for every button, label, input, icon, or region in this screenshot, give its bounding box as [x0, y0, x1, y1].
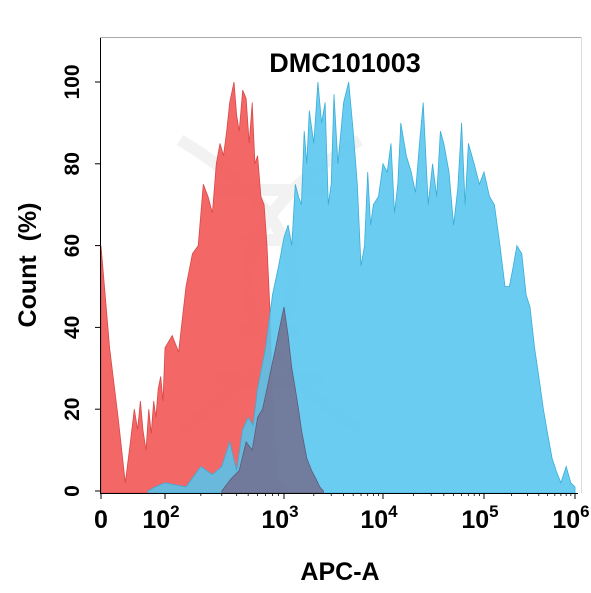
- x-tick-label: 106: [552, 502, 589, 534]
- y-tick-label: 60: [61, 234, 84, 257]
- histogram-overlap-region: [221, 306, 324, 494]
- x-tick-label: 102: [142, 502, 179, 534]
- y-tick-label: 20: [61, 398, 84, 421]
- chart-title: DMC101003: [269, 48, 421, 78]
- y-tick-label: 80: [61, 152, 84, 175]
- x-tick-label: 105: [461, 502, 498, 534]
- y-axis-label: Count (%): [14, 203, 42, 328]
- histogram-series-layer: [100, 81, 576, 494]
- x-tick-label: 0: [94, 506, 108, 534]
- y-tick-label: 0: [61, 485, 84, 497]
- y-axis-ticks: 0 20 40 60 80 100: [61, 64, 101, 497]
- x-tick-label: 104: [360, 502, 398, 534]
- histogram-stained-sample: [147, 81, 576, 494]
- y-tick-label: 100: [61, 64, 84, 99]
- x-tick-label: 103: [261, 502, 298, 534]
- plot-frame: [100, 37, 582, 494]
- y-tick-label: 40: [61, 316, 84, 339]
- histogram-isotype-control: [100, 81, 289, 494]
- x-axis-label: APC-A: [300, 558, 379, 586]
- x-axis-ticks: 0 102 103 104 105 106: [94, 493, 590, 534]
